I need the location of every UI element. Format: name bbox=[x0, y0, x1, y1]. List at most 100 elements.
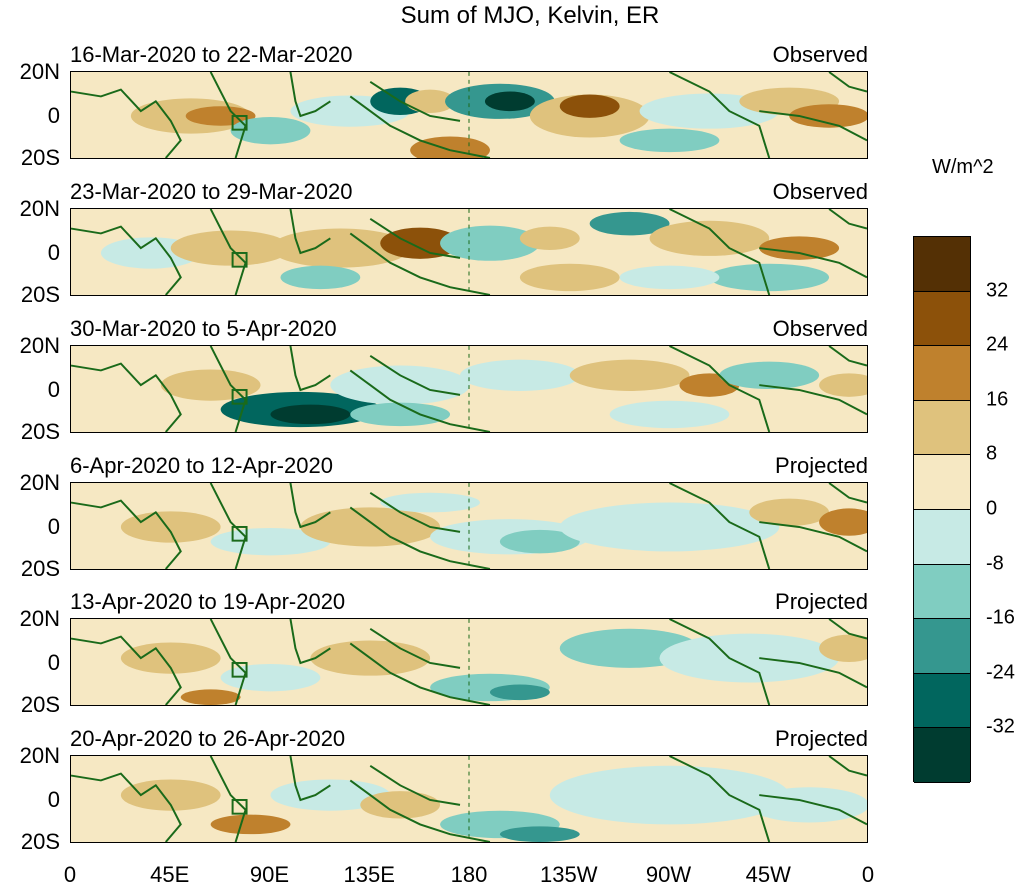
anomaly-contour bbox=[749, 498, 830, 526]
anomaly-map bbox=[71, 483, 867, 569]
colorbar-swatch bbox=[914, 728, 970, 783]
coastline bbox=[71, 635, 182, 705]
anomaly-map bbox=[71, 209, 867, 295]
panel-status: Observed bbox=[772, 316, 868, 341]
anomaly-contour bbox=[360, 791, 441, 819]
coastline bbox=[71, 362, 182, 432]
colorbar-tick-label: 0 bbox=[986, 497, 998, 520]
coastline bbox=[289, 483, 331, 529]
longitude-label: 135E bbox=[343, 862, 395, 887]
coastline bbox=[669, 346, 771, 432]
anomaly-contour bbox=[180, 689, 241, 705]
latitude-label: 20S bbox=[20, 282, 60, 307]
anomaly-contour bbox=[220, 663, 321, 692]
coastline bbox=[828, 209, 867, 230]
coastline bbox=[669, 756, 771, 842]
colorbar-swatch bbox=[914, 564, 970, 620]
anomaly-map bbox=[71, 346, 867, 432]
anomaly-contour bbox=[210, 527, 331, 556]
anomaly-contour bbox=[719, 361, 820, 389]
anomaly-contour bbox=[709, 263, 830, 292]
anomaly-contour bbox=[569, 359, 690, 391]
panel-date-range: 6-Apr-2020 to 12-Apr-2020 bbox=[70, 453, 333, 478]
anomaly-contour bbox=[549, 765, 790, 825]
anomaly-contour bbox=[484, 91, 535, 112]
colorbar-tick-label: -8 bbox=[986, 552, 1004, 575]
latitude-label: 20N bbox=[19, 470, 60, 495]
anomaly-contour bbox=[609, 400, 730, 429]
coastline bbox=[71, 88, 182, 158]
anomaly-map-panel bbox=[70, 71, 868, 159]
panel-date-range: 16-Mar-2020 to 22-Mar-2020 bbox=[70, 42, 353, 67]
panel-status: Projected bbox=[775, 589, 868, 614]
anomaly-contour bbox=[120, 779, 221, 811]
colorbar-swatch bbox=[914, 510, 970, 565]
anomaly-contour bbox=[405, 89, 456, 114]
anomaly-contour bbox=[589, 211, 670, 236]
anomaly-contour bbox=[270, 228, 411, 268]
anomaly-contour bbox=[759, 236, 840, 260]
anomaly-contour bbox=[350, 402, 451, 427]
anomaly-contour bbox=[460, 359, 580, 391]
anomaly-map bbox=[71, 756, 867, 842]
anomaly-contour bbox=[519, 226, 580, 251]
colorbar-swatch bbox=[914, 673, 970, 729]
latitude-label: 20S bbox=[20, 145, 60, 170]
anomaly-map-panel bbox=[70, 482, 868, 570]
panel-date-range: 23-Mar-2020 to 29-Mar-2020 bbox=[70, 179, 353, 204]
latitude-label: 20S bbox=[20, 829, 60, 854]
anomaly-contour bbox=[160, 369, 261, 401]
coastline bbox=[71, 772, 182, 842]
colorbar-tick-label: 16 bbox=[986, 388, 1009, 411]
coastline bbox=[209, 619, 247, 705]
colorbar-title: W/m^2 bbox=[932, 156, 994, 178]
anomaly-contour bbox=[619, 265, 720, 290]
coastline bbox=[828, 619, 867, 640]
panel-status: Observed bbox=[772, 179, 868, 204]
coastline bbox=[349, 232, 491, 295]
coastline bbox=[209, 346, 247, 432]
coastline bbox=[209, 209, 247, 295]
panel-date-range: 13-Apr-2020 to 19-Apr-2020 bbox=[70, 589, 346, 614]
latitude-label: 0 bbox=[47, 377, 60, 402]
coastline bbox=[759, 794, 867, 826]
anomaly-contour bbox=[489, 684, 550, 701]
anomaly-contour bbox=[380, 492, 480, 513]
coastline bbox=[71, 499, 182, 569]
coastline bbox=[828, 346, 867, 367]
anomaly-contour bbox=[499, 529, 580, 554]
latitude-label: 20N bbox=[19, 606, 60, 631]
coastline bbox=[759, 657, 867, 689]
island-outline bbox=[231, 526, 248, 542]
figure-title: Sum of MJO, Kelvin, ER bbox=[400, 2, 660, 29]
colorbar-swatch bbox=[914, 237, 970, 292]
anomaly-contour bbox=[619, 128, 720, 153]
coastline bbox=[759, 110, 867, 142]
panel-status: Observed bbox=[772, 42, 868, 67]
colorbar-tick-label: -16 bbox=[986, 606, 1015, 629]
colorbar bbox=[913, 236, 971, 783]
latitude-label: 0 bbox=[47, 787, 60, 812]
coastline bbox=[289, 72, 331, 118]
colorbar-swatch bbox=[914, 619, 970, 674]
panel-status: Projected bbox=[775, 453, 868, 478]
longitude-label: 45W bbox=[745, 862, 791, 887]
anomaly-contour bbox=[230, 116, 311, 145]
colorbar-tick-label: -24 bbox=[986, 661, 1015, 684]
coastline bbox=[71, 225, 182, 295]
anomaly-contour bbox=[749, 787, 867, 823]
anomaly-contour bbox=[649, 220, 770, 256]
latitude-label: 20S bbox=[20, 692, 60, 717]
coastline bbox=[369, 217, 461, 259]
coastline bbox=[289, 756, 331, 802]
island-outline bbox=[231, 662, 248, 678]
anomaly-map-panel bbox=[70, 208, 868, 296]
coastline bbox=[369, 764, 461, 806]
coastline bbox=[349, 95, 491, 158]
anomaly-contour bbox=[659, 633, 840, 683]
anomaly-contour bbox=[210, 814, 291, 835]
coastline bbox=[828, 72, 867, 93]
latitude-label: 20N bbox=[19, 59, 60, 84]
anomaly-contour bbox=[559, 502, 780, 552]
colorbar-swatch bbox=[914, 400, 970, 456]
